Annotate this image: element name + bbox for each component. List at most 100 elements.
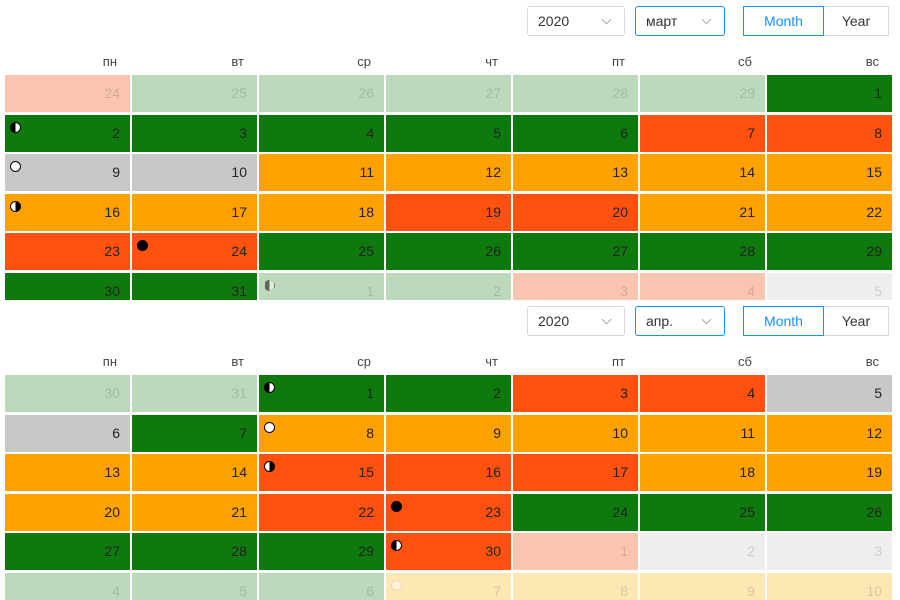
day-cell[interactable]: 25 xyxy=(259,233,384,270)
day-cell[interactable]: 3 xyxy=(767,533,892,570)
day-number: 25 xyxy=(358,243,374,259)
day-cell[interactable]: 25 xyxy=(640,493,765,531)
day-cell[interactable]: 19 xyxy=(767,454,892,491)
day-cell[interactable]: 4 xyxy=(259,114,384,152)
day-cell[interactable]: 21 xyxy=(132,493,257,531)
day-cell[interactable]: 29 xyxy=(767,233,892,270)
day-cell[interactable]: 29 xyxy=(259,533,384,570)
day-cell[interactable]: 8 xyxy=(513,572,638,600)
day-cell[interactable]: 8 xyxy=(767,114,892,152)
day-cell[interactable]: 5 xyxy=(767,272,892,300)
day-cell[interactable]: 4 xyxy=(640,272,765,300)
day-cell[interactable]: 22 xyxy=(259,493,384,531)
day-cell[interactable]: 6 xyxy=(5,414,130,452)
day-cell[interactable]: 2 xyxy=(5,114,130,152)
day-cell[interactable]: 9 xyxy=(5,154,130,191)
day-cell[interactable]: 27 xyxy=(5,533,130,570)
day-cell[interactable]: 28 xyxy=(513,75,638,112)
calendar: 2020 март Month Year пн вт ср чт пт сб вс 24 25 26 27 2… xyxy=(0,0,900,300)
day-cell[interactable]: 23 xyxy=(5,233,130,270)
day-cell[interactable]: 2 xyxy=(386,375,511,412)
day-cell[interactable]: 31 xyxy=(132,272,257,300)
day-cell[interactable]: 12 xyxy=(767,414,892,452)
day-cell[interactable]: 10 xyxy=(513,414,638,452)
day-cell[interactable]: 23 xyxy=(386,493,511,531)
day-cell[interactable]: 30 xyxy=(386,533,511,570)
day-number: 22 xyxy=(866,203,882,220)
view-button[interactable]: Year xyxy=(823,306,889,336)
day-cell[interactable]: 6 xyxy=(259,572,384,600)
day-cell[interactable]: 24 xyxy=(5,75,130,112)
day-cell[interactable]: 9 xyxy=(386,414,511,452)
day-cell[interactable]: 3 xyxy=(132,114,257,152)
day-cell[interactable]: 3 xyxy=(513,375,638,412)
day-cell[interactable]: 13 xyxy=(5,454,130,491)
day-cell[interactable]: 24 xyxy=(513,493,638,531)
day-cell[interactable]: 6 xyxy=(513,114,638,152)
day-cell[interactable]: 9 xyxy=(640,572,765,600)
year-select[interactable]: 2020 xyxy=(527,6,625,36)
day-cell[interactable]: 26 xyxy=(259,75,384,112)
day-cell[interactable]: 1 xyxy=(513,533,638,570)
day-number: 3 xyxy=(239,124,247,141)
day-cell[interactable]: 19 xyxy=(386,193,511,231)
day-cell[interactable]: 27 xyxy=(386,75,511,112)
day-cell[interactable]: 25 xyxy=(132,75,257,112)
day-cell[interactable]: 5 xyxy=(386,114,511,152)
day-cell[interactable]: 4 xyxy=(640,375,765,412)
day-cell[interactable]: 31 xyxy=(132,375,257,412)
year-select[interactable]: 2020 xyxy=(527,306,625,336)
day-cell[interactable]: 18 xyxy=(259,193,384,231)
day-cell[interactable]: 21 xyxy=(640,193,765,231)
day-cell[interactable]: 28 xyxy=(132,533,257,570)
day-cell[interactable]: 30 xyxy=(5,375,130,412)
day-cell[interactable]: 17 xyxy=(132,193,257,231)
day-cell[interactable]: 16 xyxy=(386,454,511,491)
day-cell[interactable]: 14 xyxy=(640,154,765,191)
day-cell[interactable]: 11 xyxy=(259,154,384,191)
day-cell[interactable]: 2 xyxy=(640,533,765,570)
day-cell[interactable]: 11 xyxy=(640,414,765,452)
day-cell[interactable]: 26 xyxy=(767,493,892,531)
day-cell[interactable]: 4 xyxy=(5,572,130,600)
day-cell[interactable]: 15 xyxy=(259,454,384,491)
day-cell[interactable]: 30 xyxy=(5,272,130,300)
day-cell[interactable]: 29 xyxy=(640,75,765,112)
day-cell[interactable]: 1 xyxy=(767,75,892,112)
day-number: 12 xyxy=(485,164,501,180)
day-cell[interactable]: 17 xyxy=(513,454,638,491)
day-cell[interactable]: 20 xyxy=(513,193,638,231)
day-cell[interactable]: 10 xyxy=(132,154,257,191)
view-button[interactable]: Month xyxy=(743,6,824,36)
view-button[interactable]: Month xyxy=(743,306,824,336)
day-cell[interactable]: 24 xyxy=(132,233,257,270)
day-cell[interactable]: 8 xyxy=(259,414,384,452)
day-cell[interactable]: 12 xyxy=(386,154,511,191)
day-number: 4 xyxy=(747,282,755,299)
day-cell[interactable]: 10 xyxy=(767,572,892,600)
day-cell[interactable]: 7 xyxy=(132,414,257,452)
day-cell[interactable]: 16 xyxy=(5,193,130,231)
day-cell[interactable]: 5 xyxy=(767,375,892,412)
day-cell[interactable]: 13 xyxy=(513,154,638,191)
day-cell[interactable]: 14 xyxy=(132,454,257,491)
month-select[interactable]: март xyxy=(635,6,725,36)
day-cell[interactable]: 28 xyxy=(640,233,765,270)
month-select[interactable]: апр. xyxy=(635,306,725,336)
day-cell[interactable]: 7 xyxy=(386,572,511,600)
day-cell[interactable]: 15 xyxy=(767,154,892,191)
day-cell[interactable]: 18 xyxy=(640,454,765,491)
day-cell[interactable]: 1 xyxy=(259,272,384,300)
day-cell[interactable]: 27 xyxy=(513,233,638,270)
day-cell[interactable]: 20 xyxy=(5,493,130,531)
view-button[interactable]: Year xyxy=(823,6,889,36)
day-cell[interactable]: 7 xyxy=(640,114,765,152)
day-cell[interactable]: 2 xyxy=(386,272,511,300)
day-cell[interactable]: 3 xyxy=(513,272,638,300)
day-cell[interactable]: 26 xyxy=(386,233,511,270)
day-cell[interactable]: 22 xyxy=(767,193,892,231)
day-cell[interactable]: 1 xyxy=(259,375,384,412)
day-number: 29 xyxy=(739,85,755,101)
day-cell[interactable]: 5 xyxy=(132,572,257,600)
